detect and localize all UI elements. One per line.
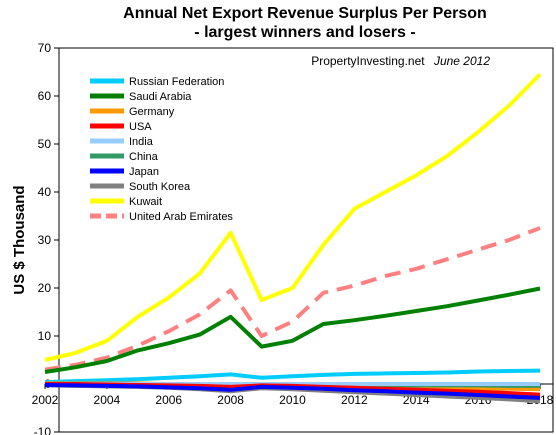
chart-subtitle: - largest winners and losers - xyxy=(194,24,415,41)
x-tick-label: 2006 xyxy=(155,393,182,407)
legend-label: Saudi Arabia xyxy=(129,91,192,103)
y-tick-label: 70 xyxy=(38,41,52,55)
y-tick-label: 40 xyxy=(38,185,52,199)
x-tick-label: 2010 xyxy=(279,393,306,407)
y-tick-label: 60 xyxy=(38,89,52,103)
legend-label: South Korea xyxy=(129,181,191,193)
y-tick-label: 50 xyxy=(38,137,52,151)
chart-title: Annual Net Export Revenue Surplus Per Pe… xyxy=(123,5,487,22)
legend-label: China xyxy=(129,151,159,163)
series-layer xyxy=(44,72,542,404)
x-tick-label: 2004 xyxy=(94,393,121,407)
series-line-united-arab-emirates xyxy=(44,226,541,372)
x-tick-label: 2002 xyxy=(32,393,59,407)
x-tick-label: 2008 xyxy=(217,393,244,407)
legend-label: United Arab Emirates xyxy=(129,211,233,223)
legend-label: Germany xyxy=(129,106,175,118)
legend-label: Russian Federation xyxy=(129,76,224,88)
legend-label: USA xyxy=(129,121,152,133)
source-note: PropertyInvesting.net June 2012 xyxy=(311,54,490,68)
series-line-russian-federation xyxy=(44,368,541,385)
plot-area xyxy=(58,47,554,433)
series-line-saudi-arabia xyxy=(44,286,541,374)
series-line-kuwait xyxy=(44,72,542,362)
legend-label: Japan xyxy=(129,166,159,178)
y-tick-label: 20 xyxy=(38,281,52,295)
y-axis-label: US $ Thousand xyxy=(11,185,28,294)
y-tick-label: 10 xyxy=(38,329,52,343)
legend: Russian Federation Saudi Arabia Germany USA… xyxy=(90,76,233,223)
legend-label: Kuwait xyxy=(129,196,162,208)
y-tick-label: 30 xyxy=(38,233,52,247)
source-date: June 2012 xyxy=(433,54,490,68)
y-tick-label: -10 xyxy=(34,425,52,435)
source-name: PropertyInvesting.net xyxy=(311,54,425,68)
x-tick-label: 2012 xyxy=(341,393,368,407)
legend-label: India xyxy=(129,136,154,148)
series-line-japan xyxy=(44,383,541,400)
